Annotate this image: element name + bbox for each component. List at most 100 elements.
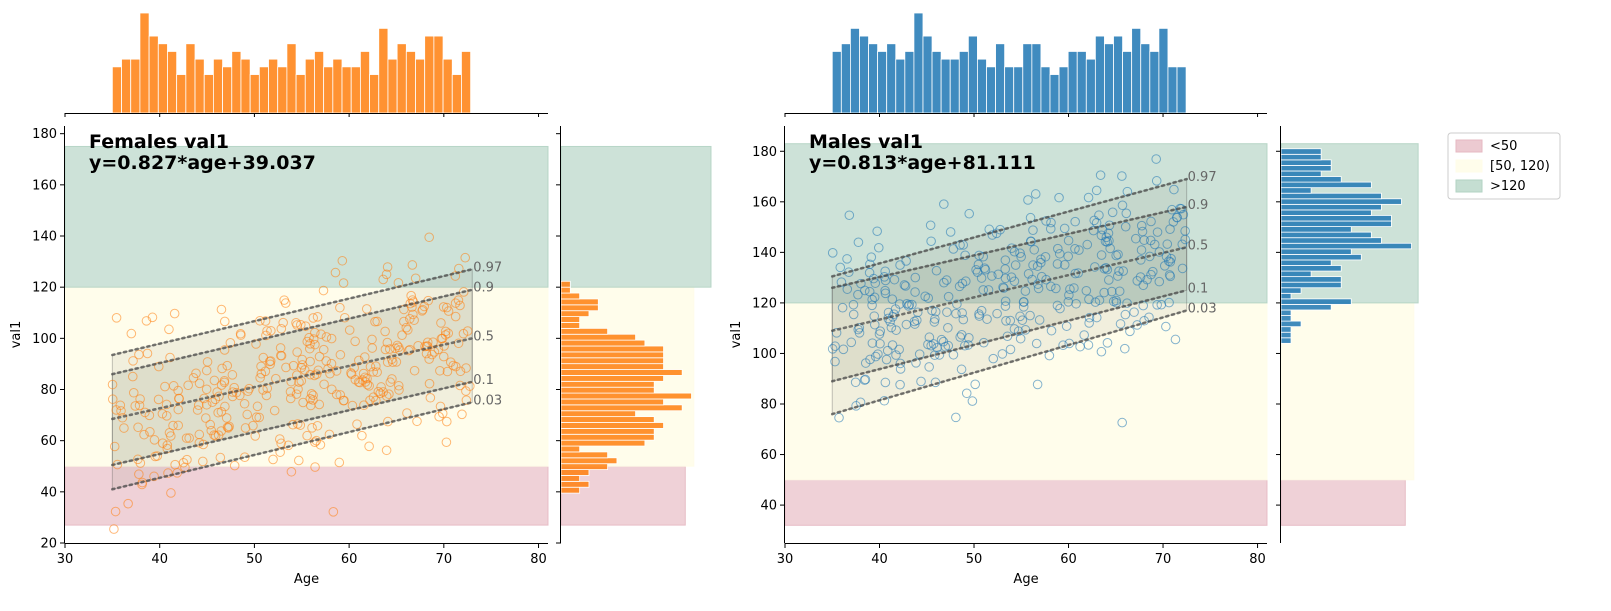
top-hist-bar <box>433 35 444 114</box>
scatter-point <box>1104 236 1114 246</box>
top-hist-bar <box>1013 66 1024 114</box>
scatter-point <box>1096 250 1107 260</box>
top-hist-bar <box>231 51 242 114</box>
right-hist-bar <box>560 475 581 482</box>
scatter-point <box>1005 344 1016 355</box>
top-hist-bar <box>277 66 288 114</box>
scatter-point <box>305 394 316 404</box>
scatter-point <box>929 317 940 327</box>
scatter-point <box>368 367 379 377</box>
scatter-point <box>127 371 138 382</box>
scatter-point <box>1030 189 1041 199</box>
scatter-point <box>141 316 152 326</box>
right-hist-bar <box>1280 292 1292 300</box>
top-hist-bar <box>1158 27 1169 114</box>
top-hist-bar <box>359 51 370 114</box>
right-hist-bar <box>560 316 581 323</box>
quantile-label-0.1: 0.1 <box>473 373 494 388</box>
scatter-point <box>1152 227 1163 237</box>
scatter-point <box>1165 271 1176 282</box>
scatter-point <box>1002 331 1013 342</box>
scatter-point <box>239 398 250 409</box>
right-hist-bar <box>560 375 664 382</box>
scatter-point <box>308 390 318 401</box>
scatter-point <box>134 400 145 411</box>
scatter-point <box>364 441 374 452</box>
scatter-point <box>381 445 392 456</box>
right-hist-bar <box>1280 237 1382 244</box>
quantile-line-0.1 <box>111 380 474 467</box>
right-hist-bar <box>560 433 655 441</box>
right-hist-bar <box>1280 320 1302 328</box>
top-hist-bar <box>1022 43 1033 114</box>
top-hist-bar <box>185 43 196 114</box>
right-hist-bar <box>1280 270 1312 278</box>
scatter-point <box>407 260 418 270</box>
scatter-point <box>1161 321 1171 332</box>
scatter-point <box>107 379 118 390</box>
top-hist-bar <box>213 58 223 114</box>
scatter-point <box>450 271 461 281</box>
top-hist-bar <box>1058 66 1069 114</box>
scatter-point <box>453 295 464 305</box>
scatter-point <box>178 457 189 468</box>
scatter-point <box>1107 207 1118 218</box>
scatter-point <box>402 325 413 335</box>
scatter-point <box>326 384 337 395</box>
y-tick-label: 80 <box>40 383 57 398</box>
scatter-point <box>145 427 155 437</box>
scatter-point <box>1169 184 1179 195</box>
scatter-point <box>275 343 286 353</box>
quantile-line-0.9 <box>830 205 1188 290</box>
scatter-point <box>1083 192 1094 203</box>
scatter-point <box>216 406 227 417</box>
scatter-point <box>216 426 227 436</box>
scatter-point <box>162 440 173 450</box>
scatter-point <box>1052 259 1063 269</box>
scatter-point <box>147 312 158 323</box>
scatter-point <box>216 380 227 390</box>
scatter-point <box>274 434 285 444</box>
scatter-point <box>455 380 465 391</box>
right-hist-bar <box>1280 259 1332 266</box>
right-hist-bar <box>560 392 692 400</box>
scatter-point <box>1142 274 1152 285</box>
top-hist-bar <box>1131 27 1142 114</box>
y-tick-label: 180 <box>752 145 777 160</box>
scatter-point <box>980 264 991 275</box>
right-hist-bar <box>560 333 636 341</box>
scatter-point <box>276 350 287 361</box>
scatter-point <box>109 524 119 534</box>
scatter-point <box>335 349 346 360</box>
scatter-point <box>1100 236 1111 247</box>
right-hist-bar <box>1280 326 1292 333</box>
scatter-point <box>1018 302 1029 312</box>
scatter-point <box>923 339 933 350</box>
scatter-point <box>331 389 342 400</box>
right-hist-bar <box>560 486 581 494</box>
top-hist-bar <box>369 74 380 114</box>
scatter-point <box>161 399 172 410</box>
scatter-point <box>206 425 217 436</box>
scatter-point <box>1015 311 1025 322</box>
scatter-point <box>838 344 849 355</box>
legend-label-low: <50 <box>1490 139 1517 154</box>
scatter-point <box>134 469 144 480</box>
scatter-point <box>854 328 865 338</box>
right-hist-bar <box>1280 298 1352 305</box>
scatter-point <box>827 248 838 258</box>
y-tick-label: 100 <box>32 332 57 347</box>
scatter-point <box>891 350 901 360</box>
y-tick-label: 60 <box>40 434 57 449</box>
right-hist-bar <box>1280 187 1312 194</box>
x-tick-label: 80 <box>530 552 547 567</box>
scatter-point <box>314 399 325 410</box>
scatter-point <box>380 344 391 355</box>
scatter-point <box>260 316 271 326</box>
scatter-point <box>1025 310 1035 321</box>
scatter-point <box>1115 319 1126 329</box>
scatter-point <box>930 377 941 388</box>
scatter-point <box>837 302 848 313</box>
scatter-point <box>1151 176 1162 186</box>
scatter-point <box>382 337 393 348</box>
